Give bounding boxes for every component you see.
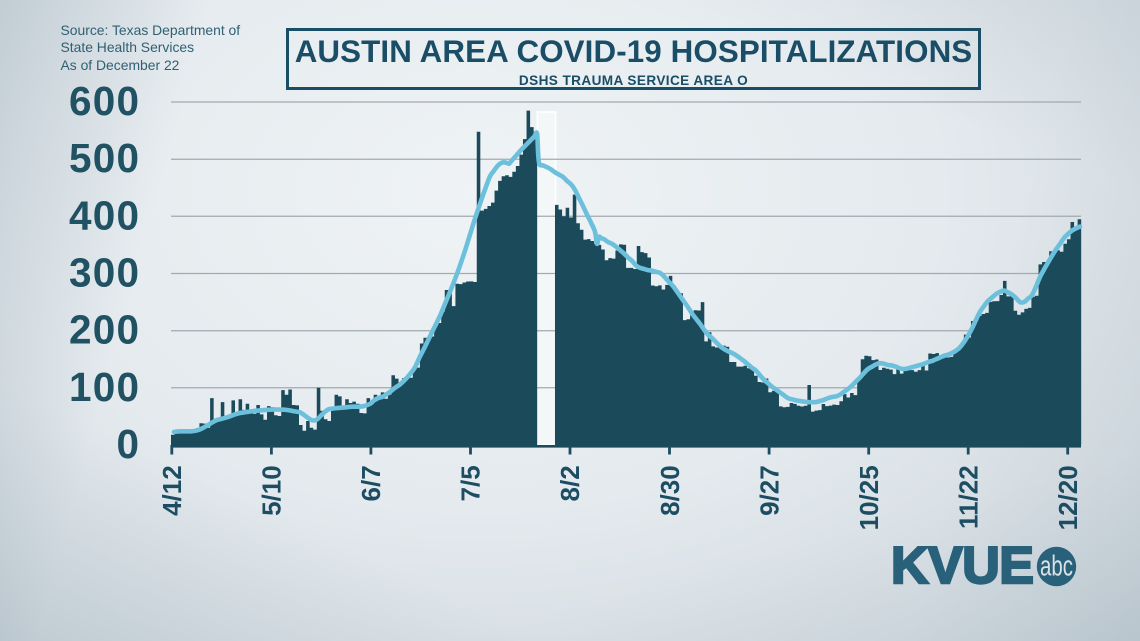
svg-text:0: 0 [116, 421, 140, 467]
svg-text:5/10: 5/10 [257, 465, 287, 516]
svg-text:600: 600 [69, 78, 140, 124]
svg-text:6/7: 6/7 [356, 465, 386, 501]
svg-text:500: 500 [69, 135, 140, 181]
svg-text:10/25: 10/25 [854, 465, 884, 530]
svg-text:11/22: 11/22 [953, 465, 983, 529]
svg-text:abc: abc [1040, 551, 1073, 583]
svg-text:400: 400 [69, 192, 140, 238]
svg-text:200: 200 [69, 307, 140, 353]
svg-text:8/30: 8/30 [655, 465, 685, 516]
svg-text:100: 100 [69, 364, 140, 410]
svg-text:9/27: 9/27 [754, 465, 784, 516]
svg-text:4/12: 4/12 [157, 465, 187, 516]
svg-text:12/20: 12/20 [1053, 465, 1083, 530]
svg-text:7/5: 7/5 [456, 465, 486, 501]
svg-text:8/2: 8/2 [555, 465, 585, 501]
svg-text:300: 300 [69, 250, 140, 296]
